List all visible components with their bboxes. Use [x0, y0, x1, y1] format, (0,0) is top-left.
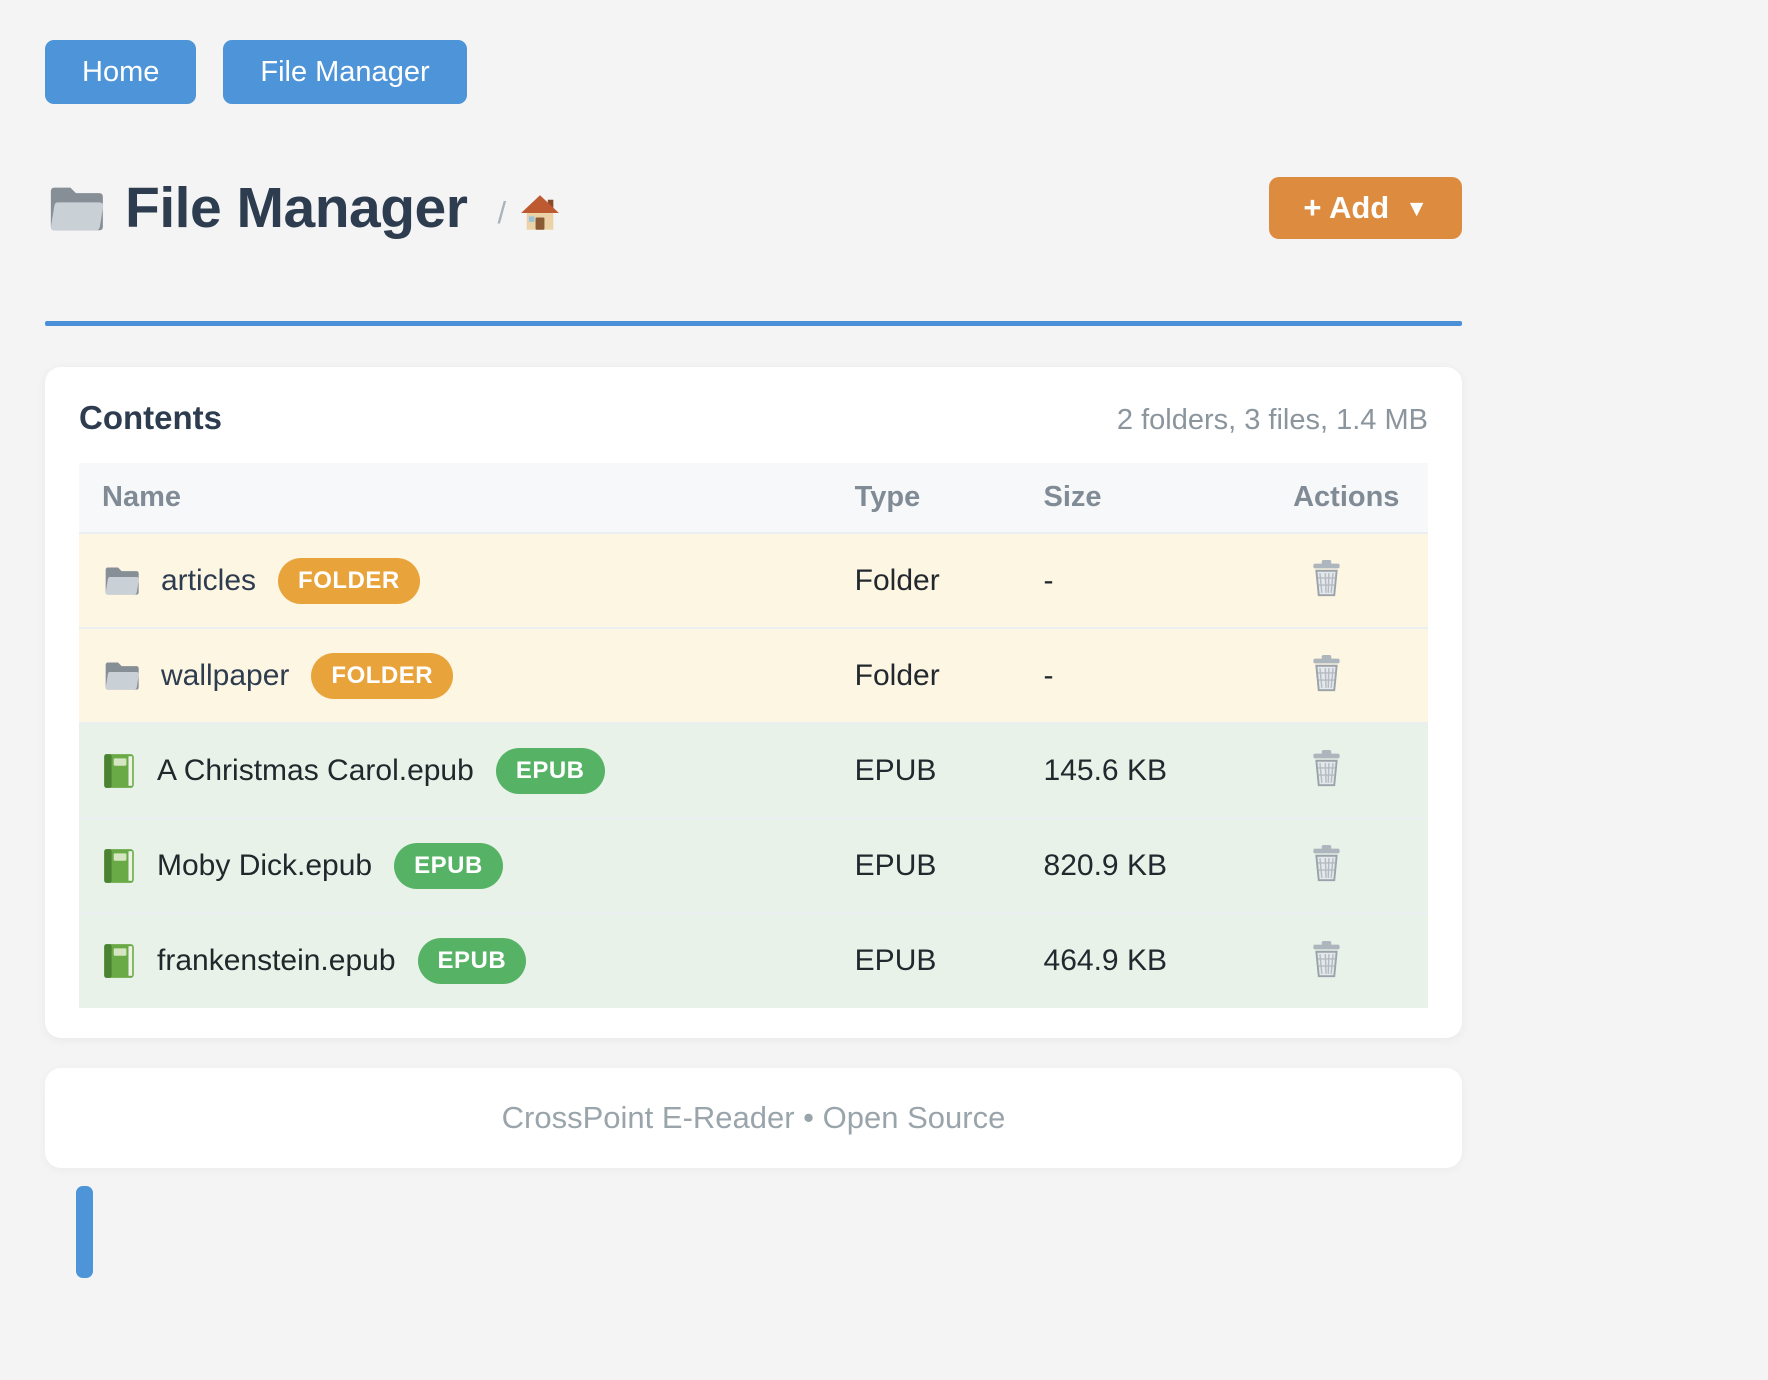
green-book-icon — [102, 942, 136, 980]
page-title: File Manager — [125, 176, 468, 240]
folder-icon — [102, 564, 140, 597]
row-size: - — [1043, 532, 1294, 628]
row-badge: EPUB — [394, 842, 503, 889]
file-manager-button[interactable]: File Manager — [223, 40, 467, 104]
contents-table: Name Type Size Actions articles FOLDER F… — [79, 463, 1428, 1008]
table-row: A Christmas Carol.epub EPUB EPUB 145.6 K… — [79, 722, 1428, 818]
partial-blue-element — [76, 1186, 93, 1278]
row-badge: EPUB — [495, 747, 605, 794]
column-header-name: Name — [79, 463, 855, 533]
trash-icon[interactable] — [1307, 651, 1346, 696]
green-book-icon — [102, 847, 136, 885]
contents-table-body: articles FOLDER Folder - wallpaper FOLDE… — [79, 532, 1428, 1008]
home-icon[interactable] — [520, 194, 560, 231]
table-row: wallpaper FOLDER Folder - — [79, 627, 1428, 723]
row-badge: FOLDER — [311, 652, 454, 699]
row-name-label[interactable]: frankenstein.epub — [157, 944, 396, 977]
trash-icon[interactable] — [1307, 556, 1346, 601]
row-name-label[interactable]: articles — [161, 563, 257, 597]
trash-icon[interactable] — [1307, 841, 1346, 886]
folder-icon — [102, 659, 140, 692]
column-header-size: Size — [1043, 463, 1294, 533]
row-type: Folder — [854, 532, 1044, 628]
row-name-label[interactable]: Moby Dick.epub — [157, 848, 373, 882]
table-header-row: Name Type Size Actions — [79, 463, 1428, 533]
row-size: 145.6 KB — [1043, 722, 1294, 818]
row-badge: EPUB — [417, 938, 527, 984]
home-button[interactable]: Home — [45, 40, 197, 104]
table-row: articles FOLDER Folder - — [79, 532, 1428, 628]
page-container: Home File Manager File Manager / + Add ▼… — [45, 0, 1462, 1168]
title-divider — [45, 321, 1462, 326]
contents-heading: Contents — [79, 399, 222, 436]
column-header-actions: Actions — [1293, 463, 1428, 533]
column-header-type: Type — [854, 463, 1044, 533]
table-row: frankenstein.epub EPUB EPUB 464.9 KB — [79, 912, 1428, 1008]
footer-text: CrossPoint E-Reader • Open Source — [501, 1100, 1006, 1135]
add-button[interactable]: + Add ▼ — [1269, 177, 1462, 239]
row-type: EPUB — [854, 817, 1044, 913]
row-name-label[interactable]: wallpaper — [161, 658, 290, 692]
folder-icon — [45, 182, 105, 234]
green-book-icon — [102, 752, 136, 790]
row-type: EPUB — [854, 722, 1044, 818]
row-type: Folder — [854, 627, 1044, 723]
row-name-label[interactable]: A Christmas Carol.epub — [157, 753, 474, 787]
trash-icon[interactable] — [1307, 937, 1346, 982]
row-badge: FOLDER — [278, 557, 420, 604]
caret-down-icon: ▼ — [1405, 194, 1428, 221]
footer: CrossPoint E-Reader • Open Source — [45, 1068, 1462, 1168]
table-row: Moby Dick.epub EPUB EPUB 820.9 KB — [79, 817, 1428, 913]
row-size: - — [1043, 627, 1294, 723]
top-nav: Home File Manager — [45, 40, 1462, 104]
add-button-label: + Add — [1303, 190, 1390, 225]
row-size: 464.9 KB — [1043, 912, 1294, 1008]
contents-card: Contents 2 folders, 3 files, 1.4 MB Name… — [45, 367, 1462, 1038]
contents-summary: 2 folders, 3 files, 1.4 MB — [1116, 404, 1428, 436]
trash-icon[interactable] — [1307, 746, 1346, 791]
breadcrumb-separator: / — [497, 195, 507, 230]
row-size: 820.9 KB — [1043, 817, 1294, 913]
page-header: File Manager / + Add ▼ — [45, 166, 1462, 250]
row-type: EPUB — [854, 912, 1044, 1008]
